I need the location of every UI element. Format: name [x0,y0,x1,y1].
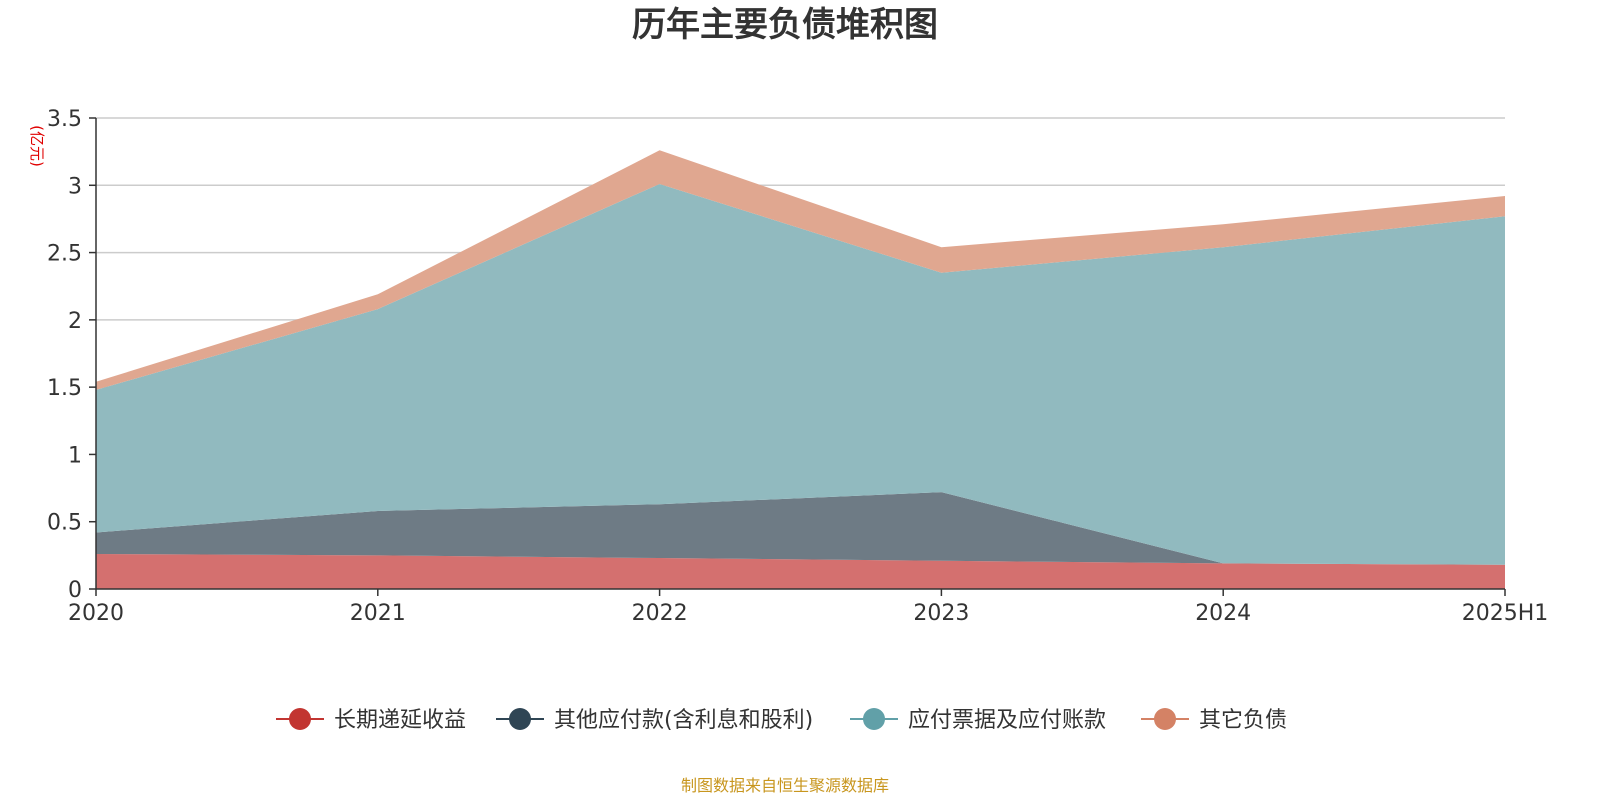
area-series-1 [96,554,1505,589]
legend-label: 长期递延收益 [334,708,466,733]
y-tick-label: 0 [68,578,82,603]
legend-item-3[interactable]: 应付票据及应付账款 [850,708,1106,733]
x-tick-label: 2025H1 [1462,601,1549,626]
area-series-3 [96,183,1505,565]
y-tick-label: 3 [68,174,82,199]
y-tick-label: 2.5 [47,242,82,267]
legend-label: 其它负债 [1199,708,1287,733]
y-axis-unit-label: (亿元) [28,125,46,167]
y-tick-label: 3.5 [47,107,82,132]
legend-item-2[interactable]: 其他应付款(含利息和股利) [496,708,813,733]
x-tick-label: 2020 [68,601,124,626]
x-tick-label: 2022 [632,601,688,626]
area-series-2 [96,492,1505,565]
legend-label: 其他应付款(含利息和股利) [554,708,813,733]
chart-title: 历年主要负债堆积图 [632,5,938,45]
legend-marker-icon [289,708,311,730]
legend-label: 应付票据及应付账款 [908,708,1106,733]
axes: 0 0.5 1 1.5 2 2.5 3 3.5 2020 2021 2022 2023 2024 2025… [47,107,1548,626]
legend-item-1[interactable]: 长期递延收益 [276,708,466,733]
legend-marker-icon [1154,708,1176,730]
legend-marker-icon [863,708,885,730]
x-tick-label: 2023 [913,601,969,626]
y-tick-label: 2 [68,309,82,334]
legend-item-4[interactable]: 其它负债 [1141,708,1287,733]
legend-marker-icon [509,708,531,730]
y-tick-label: 1 [68,443,82,468]
legend[interactable]: 长期递延收益 其他应付款(含利息和股利) 应付票据及应付账款 其它负债 [276,708,1287,733]
source-note: 制图数据来自恒生聚源数据库 [681,776,889,795]
y-tick-label: 1.5 [47,376,82,401]
x-tick-label: 2021 [350,601,406,626]
x-tick-label: 2024 [1195,601,1251,626]
area-series [96,150,1505,589]
y-tick-label: 0.5 [47,511,82,536]
